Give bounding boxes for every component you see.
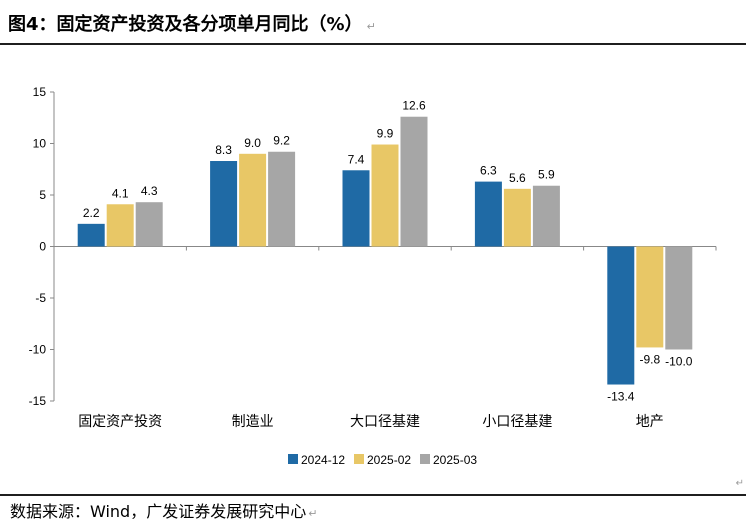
data-label: 5.9 bbox=[538, 168, 555, 182]
bar-2025-02 bbox=[503, 188, 531, 247]
source-text: 数据来源：Wind，广发证券发展研究中心 bbox=[10, 502, 307, 521]
legend-swatch-2025-03 bbox=[420, 454, 430, 464]
data-label: 9.9 bbox=[377, 127, 394, 141]
bar-2025-03 bbox=[135, 202, 163, 247]
data-label: 5.6 bbox=[509, 171, 526, 185]
bar-2025-02 bbox=[106, 204, 134, 247]
legend-swatch-2024-12 bbox=[288, 454, 298, 464]
bar-2025-03 bbox=[665, 246, 693, 350]
bar-2024-12 bbox=[342, 170, 370, 247]
data-label: 9.2 bbox=[273, 134, 290, 148]
y-tick-label: 15 bbox=[33, 85, 47, 99]
bar-2025-03 bbox=[268, 151, 296, 247]
y-tick-label: 0 bbox=[39, 240, 46, 254]
bar-2025-03 bbox=[532, 185, 560, 247]
legend-label: 2025-03 bbox=[433, 453, 477, 467]
y-tick-label: 10 bbox=[33, 137, 47, 151]
figure-title: 图4：固定资产投资及各分项单月同比（%） ↵ bbox=[8, 10, 738, 40]
bar-2024-12 bbox=[474, 181, 502, 247]
y-tick-label: -15 bbox=[29, 394, 47, 408]
bar-2025-03 bbox=[400, 116, 428, 247]
y-tick-label: 5 bbox=[39, 188, 46, 202]
bar-chart: 15 10 5 0 -5 -10 -15 固定资产投资 2.2 4.1 4.3 制造业 8.3 9.0 9.… bbox=[29, 85, 717, 467]
bar-2024-12 bbox=[210, 161, 238, 247]
data-label: -10.0 bbox=[665, 355, 693, 369]
data-label: 2.2 bbox=[83, 206, 100, 220]
x-category-label: 小口径基建 bbox=[482, 413, 552, 429]
x-category-label: 大口径基建 bbox=[350, 413, 420, 429]
corner-return-mark: ↵ bbox=[735, 478, 744, 489]
data-label: 12.6 bbox=[402, 99, 426, 113]
top-divider bbox=[0, 43, 746, 45]
bar-2025-02 bbox=[239, 153, 267, 247]
source-return-mark: ↵ bbox=[308, 507, 318, 520]
bar-2024-12 bbox=[607, 246, 635, 385]
y-tick-label: -5 bbox=[35, 291, 46, 305]
bar-2024-12 bbox=[77, 223, 105, 247]
bar-2025-02 bbox=[636, 246, 664, 348]
source-note: 数据来源：Wind，广发证券发展研究中心 ↵ bbox=[10, 500, 317, 526]
data-label: 4.3 bbox=[141, 184, 158, 198]
data-label: 8.3 bbox=[215, 143, 232, 157]
data-label: 9.0 bbox=[244, 136, 261, 150]
legend-label: 2025-02 bbox=[367, 453, 411, 467]
bar-2025-02 bbox=[371, 144, 399, 247]
bottom-divider bbox=[0, 494, 746, 496]
x-category-label: 地产 bbox=[636, 413, 664, 429]
figure-title-text: 图4：固定资产投资及各分项单月同比（%） bbox=[8, 14, 363, 35]
legend-label: 2024-12 bbox=[301, 453, 345, 467]
data-label: 6.3 bbox=[480, 164, 497, 178]
x-category-label: 制造业 bbox=[232, 413, 274, 429]
data-label: -13.4 bbox=[607, 390, 635, 404]
legend-swatch-2025-02 bbox=[354, 454, 364, 464]
data-label: 4.1 bbox=[112, 186, 129, 200]
title-return-mark: ↵ bbox=[366, 20, 376, 33]
data-label: 7.4 bbox=[348, 152, 365, 166]
x-category-label: 固定资产投资 bbox=[78, 413, 162, 429]
data-label: -9.8 bbox=[639, 352, 660, 366]
y-tick-label: -10 bbox=[29, 343, 47, 357]
